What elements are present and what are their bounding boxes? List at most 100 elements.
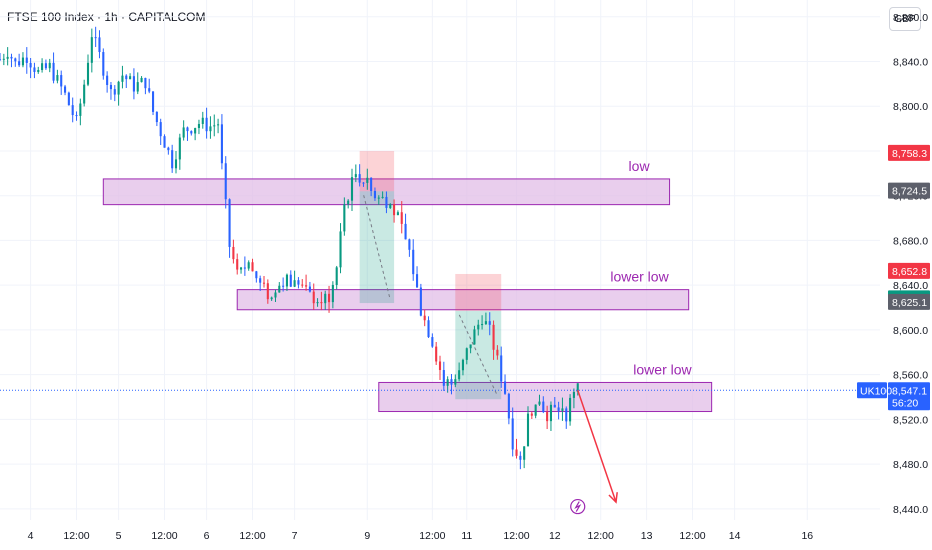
candle-body — [515, 449, 518, 456]
lightning-bolt — [574, 501, 582, 512]
candle-body — [140, 77, 143, 83]
candle-body — [274, 292, 277, 298]
candle-body — [461, 359, 465, 371]
candle-body — [205, 117, 208, 132]
y-tick-label: 8,880.0 — [893, 12, 928, 24]
candle-body — [492, 324, 495, 350]
y-tick-label: 8,520.0 — [893, 414, 928, 426]
price-tag-bg — [888, 182, 930, 199]
candle-body — [190, 131, 193, 134]
candle-body — [266, 283, 269, 300]
candle-body — [396, 212, 399, 216]
candles — [0, 26, 579, 470]
x-tick-label: 12:00 — [151, 530, 177, 542]
candle-body — [354, 174, 357, 178]
candle-body — [393, 204, 396, 216]
candle-body — [404, 223, 407, 240]
candle-body — [48, 62, 51, 69]
candle-body — [557, 407, 560, 411]
candle-body — [106, 75, 109, 85]
candle-body — [71, 105, 74, 116]
candle-body — [255, 271, 258, 279]
candle-body — [339, 231, 342, 268]
x-tick-label: 11 — [461, 530, 472, 542]
x-tick-label: 5 — [116, 530, 122, 542]
candle-body — [572, 391, 575, 398]
candle-body — [289, 274, 292, 287]
candle-body — [167, 147, 170, 151]
candle-body — [465, 348, 468, 360]
candle-body — [312, 291, 315, 304]
candle-body — [10, 56, 13, 59]
candle-body — [576, 383, 579, 392]
price-tag-bg — [888, 144, 930, 161]
candle-body — [565, 408, 568, 422]
candle-body — [400, 212, 403, 224]
candle-body — [496, 349, 499, 356]
candle-body — [503, 381, 507, 394]
candle-body — [67, 92, 70, 106]
candle-body — [511, 418, 514, 450]
overlay — [0, 389, 880, 515]
candle-body — [423, 315, 426, 321]
candle-body — [270, 297, 273, 300]
position-stop-zone — [359, 150, 395, 192]
candle-body — [182, 127, 185, 138]
currency-button[interactable]: GBP — [889, 7, 921, 31]
candle-body — [549, 404, 553, 422]
candle-body — [431, 337, 434, 347]
candle-body — [473, 329, 476, 345]
candle-body — [373, 190, 377, 199]
candle-body — [358, 174, 361, 183]
candle-body — [285, 274, 289, 287]
y-tick-label: 8,480.0 — [893, 459, 928, 471]
zone-label: low — [629, 158, 651, 174]
x-tick-label: 12 — [549, 530, 561, 542]
candle-body — [25, 57, 28, 63]
projection-arrow-head — [608, 492, 618, 504]
x-tick-label: 12:00 — [679, 530, 705, 542]
position-stop-zone — [455, 273, 502, 311]
candle-body — [347, 200, 350, 205]
candle-body — [408, 239, 411, 250]
candle-body — [278, 285, 281, 293]
candle-body — [83, 84, 86, 104]
x-tick-label: 14 — [729, 530, 741, 542]
price-tag-text: 8,724.5 — [892, 186, 927, 198]
candle-body — [86, 62, 90, 85]
x-tick-label: 16 — [801, 530, 813, 542]
candle-body — [6, 56, 9, 59]
candle-body — [450, 379, 453, 385]
candle-body — [297, 280, 300, 285]
candle-body — [362, 182, 365, 184]
candle-body — [155, 111, 158, 123]
candle-body — [320, 302, 323, 304]
candle-body — [251, 262, 254, 272]
candle-body — [144, 77, 147, 89]
y-tick-label: 8,800.0 — [893, 101, 928, 113]
candle-body — [90, 37, 93, 63]
candle-body — [484, 321, 487, 325]
candle-body — [446, 379, 449, 386]
y-tick-label: 8,680.0 — [893, 235, 928, 247]
candle-body — [194, 128, 197, 134]
candle-body — [335, 267, 338, 285]
candle-body — [324, 293, 327, 304]
candle-body — [385, 196, 388, 208]
candle-body — [14, 58, 17, 62]
candle-body — [52, 62, 55, 81]
candle-body — [75, 115, 78, 117]
candle-body — [419, 287, 422, 316]
candle-body — [331, 284, 334, 303]
y-tick-label: 8,840.0 — [893, 57, 928, 69]
candle-body — [316, 302, 319, 304]
candle-body — [148, 88, 151, 92]
candle-body — [308, 286, 311, 292]
grid — [0, 0, 880, 520]
current-price-tag-bg — [888, 382, 930, 411]
price-tag-bg — [888, 293, 930, 310]
zone-label: lower low — [610, 269, 669, 285]
x-tick-label: 12:00 — [419, 530, 445, 542]
candle-body — [113, 89, 116, 95]
